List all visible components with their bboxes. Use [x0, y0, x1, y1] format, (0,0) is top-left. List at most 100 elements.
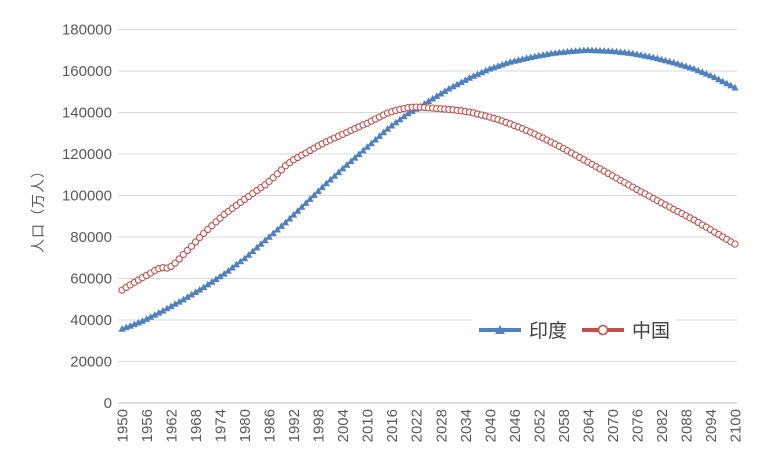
- triangle-marker: [290, 211, 298, 218]
- x-axis-tick-label: 2076: [629, 409, 646, 442]
- triangle-marker: [159, 307, 167, 314]
- triangle-marker: [269, 229, 277, 237]
- x-axis-tick-label: 2022: [409, 409, 426, 442]
- x-axis-tick-label: 1998: [311, 409, 328, 442]
- triangle-marker: [339, 164, 347, 172]
- triangle-marker: [196, 286, 204, 293]
- legend-item-china: 中国: [581, 316, 670, 343]
- y-axis-tick-label: 140000: [62, 105, 112, 122]
- triangle-marker: [482, 66, 490, 74]
- triangle-marker: [478, 68, 486, 76]
- triangle-marker: [678, 61, 686, 68]
- triangle-marker: [649, 53, 657, 61]
- triangle-marker: [424, 97, 433, 104]
- triangle-marker: [322, 179, 330, 187]
- gridlines: [118, 29, 737, 404]
- triangle-marker: [686, 63, 694, 71]
- triangle-marker: [731, 83, 739, 91]
- legend: 印度 中国: [472, 314, 677, 345]
- triangle-marker: [138, 317, 146, 324]
- series-markers: [118, 103, 739, 294]
- x-axis-tick-label: 2082: [654, 409, 671, 442]
- x-axis-tick-label: 2094: [703, 409, 720, 442]
- triangle-marker: [273, 225, 281, 233]
- triangle-marker: [163, 304, 171, 312]
- y-axis-tick-label: 100000: [62, 188, 112, 205]
- x-axis-tick-label: 2046: [507, 409, 524, 442]
- triangle-marker: [314, 187, 322, 194]
- triangle-marker: [147, 313, 155, 320]
- china-series-marker-icon: [582, 324, 625, 335]
- x-axis-tick-label: 2004: [335, 409, 352, 442]
- triangle-marker: [653, 54, 661, 62]
- x-axis-tick-label: 2088: [678, 409, 695, 442]
- x-axis-tick-label: 2028: [433, 409, 450, 442]
- triangle-marker: [461, 76, 469, 83]
- triangle-marker: [641, 52, 649, 59]
- x-axis-tick-label: 2052: [531, 409, 548, 442]
- triangle-marker: [441, 87, 449, 94]
- x-axis-tick-label: 2016: [384, 409, 401, 442]
- triangle-marker: [236, 257, 245, 265]
- triangle-marker: [371, 135, 379, 143]
- triangle-marker: [200, 283, 208, 291]
- triangle-marker: [404, 109, 412, 117]
- triangle-marker: [171, 300, 179, 307]
- triangle-marker: [155, 309, 163, 316]
- circle-marker: [187, 242, 196, 250]
- triangle-marker: [645, 52, 653, 60]
- x-axis-tick-label: 1974: [213, 409, 230, 442]
- x-axis-tick-label: 2064: [580, 409, 597, 442]
- x-axis-tick-label: 1950: [115, 409, 132, 442]
- series-markers: [118, 46, 739, 332]
- triangle-marker: [232, 260, 240, 268]
- triangle-marker: [142, 315, 151, 322]
- triangle-marker: [151, 311, 159, 318]
- x-axis-tick-label: 1986: [262, 409, 279, 442]
- circle-marker: [191, 238, 200, 246]
- triangle-marker: [257, 240, 265, 247]
- x-axis-tick-label: 2034: [458, 409, 475, 442]
- triangle-marker: [674, 60, 682, 67]
- triangle-marker: [281, 218, 290, 226]
- triangle-marker: [183, 293, 191, 300]
- triangle-marker: [306, 195, 314, 202]
- legend-label-china: 中国: [632, 321, 671, 342]
- y-axis-tick-label: 60000: [70, 271, 112, 288]
- y-axis-tick-labels: 0 20000 40000 60000 80000 100000 120000 140000 1…: [62, 22, 112, 413]
- triangle-marker: [277, 222, 285, 229]
- triangle-marker: [261, 236, 269, 244]
- x-axis-tick-labels: 1950 1956 1962 1968 1974 1980 1986 1992 1998 2004…: [115, 409, 745, 442]
- series-india: [118, 46, 739, 332]
- triangle-marker: [433, 92, 441, 99]
- triangle-marker: [335, 168, 343, 176]
- triangle-marker: [715, 75, 723, 83]
- triangle-marker: [400, 112, 408, 120]
- triangle-marker: [167, 302, 175, 310]
- triangle-marker: [175, 298, 183, 305]
- triangle-marker: [384, 125, 392, 132]
- triangle-marker: [245, 251, 253, 258]
- triangle-marker: [637, 51, 645, 58]
- legend-item-india: 印度: [478, 316, 567, 343]
- triangle-marker: [392, 118, 400, 126]
- y-axis-tick-label: 160000: [62, 63, 112, 80]
- india-series-marker-icon: [479, 324, 521, 334]
- triangle-marker: [216, 272, 224, 280]
- x-axis-tick-label: 1992: [286, 409, 303, 442]
- triangle-marker: [355, 150, 363, 157]
- series-china: [118, 103, 739, 294]
- triangle-marker: [363, 143, 371, 150]
- triangle-marker: [347, 157, 355, 165]
- triangle-marker: [359, 146, 367, 154]
- triangle-marker: [453, 80, 461, 88]
- triangle-marker: [690, 65, 698, 72]
- triangle-marker: [367, 139, 375, 147]
- triangle-marker: [228, 263, 236, 271]
- triangle-marker: [286, 214, 294, 222]
- x-axis-tick-label: 2010: [360, 409, 377, 442]
- triangle-marker: [698, 68, 706, 75]
- triangle-marker: [330, 172, 339, 179]
- triangle-marker: [706, 71, 715, 79]
